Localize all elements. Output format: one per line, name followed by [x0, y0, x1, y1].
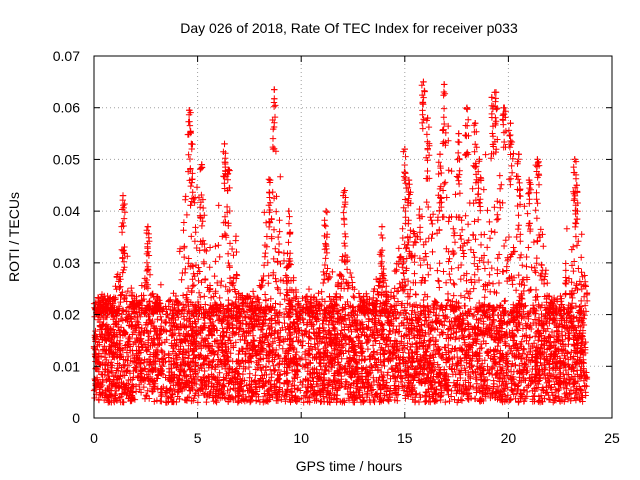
y-tick-label: 0.04	[53, 203, 80, 219]
chart-title: Day 026 of 2018, Rate Of TEC Index for r…	[180, 20, 518, 36]
peak-point	[378, 223, 386, 230]
peak-point	[186, 107, 193, 114]
peak-point	[401, 145, 408, 153]
peak-point	[525, 176, 533, 184]
peak-point	[455, 130, 462, 137]
x-tick-label: 0	[90, 430, 98, 446]
peak-point	[436, 151, 444, 158]
y-tick-label: 0.05	[53, 151, 80, 167]
peak-point	[420, 78, 427, 86]
y-tick-label: 0.07	[53, 48, 80, 64]
peak-point	[144, 223, 152, 230]
axis-ticks: 0 5 10 15 20 25 0 0.01 0.02 0.03 0.04 0.05 0.06 0.07	[53, 48, 620, 446]
peak-point	[119, 192, 127, 199]
peak-point	[266, 176, 274, 184]
peak-point	[424, 114, 431, 122]
x-tick-label: 20	[501, 430, 517, 446]
x-axis-label: GPS time / hours	[296, 458, 403, 474]
peak-point	[534, 156, 541, 163]
y-tick-label: 0	[72, 410, 80, 426]
peak-point	[221, 140, 228, 148]
x-tick-label: 10	[293, 430, 309, 446]
peak-point	[507, 120, 514, 127]
peak-point	[488, 94, 496, 101]
peak-point	[492, 89, 500, 96]
data-points	[90, 78, 591, 406]
plot-frame	[93, 55, 613, 419]
y-tick-label: 0.02	[53, 307, 80, 323]
x-tick-label: 25	[604, 430, 620, 446]
peak-point	[198, 161, 205, 168]
peak-point	[573, 182, 580, 189]
peak-point	[440, 81, 448, 88]
peak-point	[341, 187, 348, 194]
y-tick-label: 0.01	[53, 358, 80, 374]
peak-point	[476, 156, 483, 163]
peak-point	[188, 140, 195, 148]
peak-point	[225, 166, 232, 173]
peak-point	[271, 86, 278, 93]
grid	[94, 56, 612, 418]
x-tick-label: 15	[397, 430, 413, 446]
y-tick-label: 0.06	[53, 100, 80, 116]
peak-point	[472, 120, 479, 127]
peak-point	[515, 151, 522, 158]
y-tick-label: 0.03	[53, 255, 80, 271]
x-tick-label: 5	[194, 430, 202, 446]
y-axis-label: ROTI / TECUs	[6, 192, 22, 282]
roti-markers	[90, 78, 591, 406]
peak-point	[405, 176, 413, 184]
